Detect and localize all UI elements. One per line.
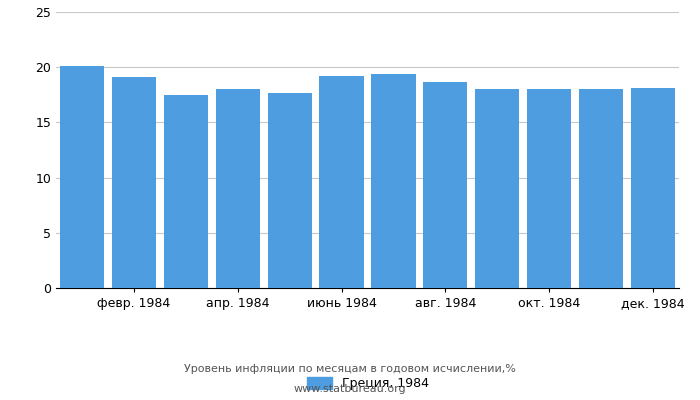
Bar [319,76,363,288]
Bar [372,74,416,288]
Legend: Греция, 1984: Греция, 1984 [302,372,433,395]
Bar [579,89,623,288]
Bar [631,88,675,288]
Bar [216,89,260,288]
Bar [112,77,156,288]
Bar [475,89,519,288]
Text: www.statbureau.org: www.statbureau.org [294,384,406,394]
Text: Уровень инфляции по месяцам в годовом исчислении,%: Уровень инфляции по месяцам в годовом ис… [184,364,516,374]
Bar [267,92,312,288]
Bar [164,95,208,288]
Bar [60,66,104,288]
Bar [527,89,571,288]
Bar [424,82,468,288]
